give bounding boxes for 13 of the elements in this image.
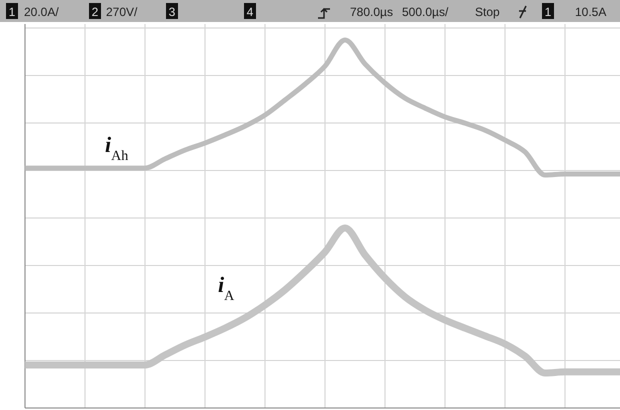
text: 3 [168, 5, 176, 19]
text: Stop [475, 5, 500, 19]
series-label: i$_{Ah}$ [105, 132, 128, 164]
text: 2 [92, 5, 99, 19]
text: 20.0A/ [24, 5, 60, 19]
text: 1 [8, 5, 16, 19]
text: 270V/ [106, 5, 138, 19]
series-label: i$_{A}$ [218, 272, 236, 304]
text: 1 [544, 5, 552, 19]
text: 4 [246, 5, 254, 19]
text: 10.5A [575, 5, 606, 19]
text: 780.0µs [350, 5, 393, 19]
text: 500.0µs/ [402, 5, 449, 19]
